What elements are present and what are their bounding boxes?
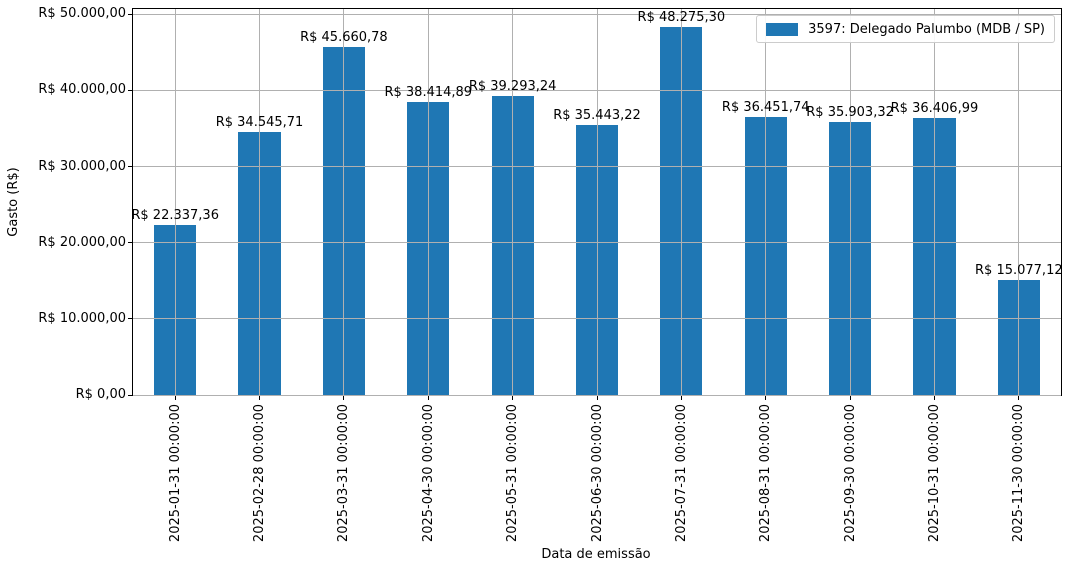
x-tick-label: 2025-09-30 00:00:00 xyxy=(842,404,858,543)
gridline-v xyxy=(174,9,176,395)
bar-value-label: R$ 36.406,99 xyxy=(890,100,979,116)
bar-value-label: R$ 34.545,71 xyxy=(215,114,304,130)
y-tick-mark xyxy=(128,89,132,91)
gridline-h xyxy=(133,394,1061,396)
x-tick-label: 2025-03-31 00:00:00 xyxy=(336,404,352,543)
gridline-v xyxy=(343,9,345,395)
x-tick-mark xyxy=(933,396,935,400)
y-tick-mark xyxy=(128,166,132,168)
bar-value-label: R$ 48.275,30 xyxy=(637,10,726,26)
bar-value-label: R$ 38.414,89 xyxy=(384,85,473,101)
x-tick-mark xyxy=(596,396,598,400)
gridline-v xyxy=(933,9,935,395)
y-axis-title: Gasto (R$) xyxy=(6,167,21,237)
gridline-v xyxy=(427,9,429,395)
y-tick-mark xyxy=(128,394,132,396)
bar-value-label: R$ 15.077,12 xyxy=(975,263,1063,279)
y-tick-label: R$ 40.000,00 xyxy=(38,82,126,98)
gridline-v xyxy=(512,9,514,395)
x-tick-mark xyxy=(427,396,429,400)
y-tick-label: R$ 20.000,00 xyxy=(38,234,126,250)
x-tick-label: 2025-06-30 00:00:00 xyxy=(589,404,605,543)
x-tick-label: 2025-02-28 00:00:00 xyxy=(252,404,268,543)
x-tick-mark xyxy=(1018,396,1020,400)
bar-value-label: R$ 35.903,32 xyxy=(806,104,894,120)
x-tick-mark xyxy=(259,396,261,400)
gridline-v xyxy=(259,9,261,395)
legend: 3597: Delegado Palumbo (MDB / SP) xyxy=(756,15,1055,43)
x-tick-label: 2025-01-31 00:00:00 xyxy=(167,404,183,543)
bar-value-label: R$ 22.337,36 xyxy=(131,207,219,223)
x-tick-label: 2025-08-31 00:00:00 xyxy=(758,404,774,543)
y-tick-label: R$ 50.000,00 xyxy=(38,6,126,22)
x-tick-mark xyxy=(512,396,514,400)
y-tick-label: R$ 30.000,00 xyxy=(38,158,126,174)
x-tick-label: 2025-04-30 00:00:00 xyxy=(420,404,436,543)
x-tick-mark xyxy=(849,396,851,400)
y-tick-mark xyxy=(128,13,132,15)
legend-swatch xyxy=(766,22,799,36)
gridline-v xyxy=(849,9,851,395)
gridline-v xyxy=(596,9,598,395)
x-tick-label: 2025-10-31 00:00:00 xyxy=(926,404,942,543)
y-tick-mark xyxy=(128,242,132,244)
y-tick-mark xyxy=(128,318,132,320)
bar-value-label: R$ 45.660,78 xyxy=(300,30,388,46)
gridline-v xyxy=(680,9,682,395)
x-tick-label: 2025-11-30 00:00:00 xyxy=(1011,404,1027,543)
legend-label: 3597: Delegado Palumbo (MDB / SP) xyxy=(808,21,1045,37)
y-tick-label: R$ 0,00 xyxy=(75,387,126,402)
bar-value-label: R$ 36.451,74 xyxy=(721,100,810,116)
x-tick-mark xyxy=(680,396,682,400)
bar-value-label: R$ 35.443,22 xyxy=(553,108,641,124)
x-tick-mark xyxy=(174,396,176,400)
gridline-v xyxy=(765,9,767,395)
gridline-v xyxy=(1018,9,1020,395)
x-axis-title: Data de emissão xyxy=(541,547,651,562)
x-tick-label: 2025-07-31 00:00:00 xyxy=(673,404,689,543)
x-tick-label: 2025-05-31 00:00:00 xyxy=(505,404,521,543)
x-tick-mark xyxy=(765,396,767,400)
y-tick-label: R$ 10.000,00 xyxy=(38,310,126,326)
plot-area xyxy=(132,8,1062,396)
bar-value-label: R$ 39.293,24 xyxy=(468,78,557,94)
x-tick-mark xyxy=(343,396,345,400)
